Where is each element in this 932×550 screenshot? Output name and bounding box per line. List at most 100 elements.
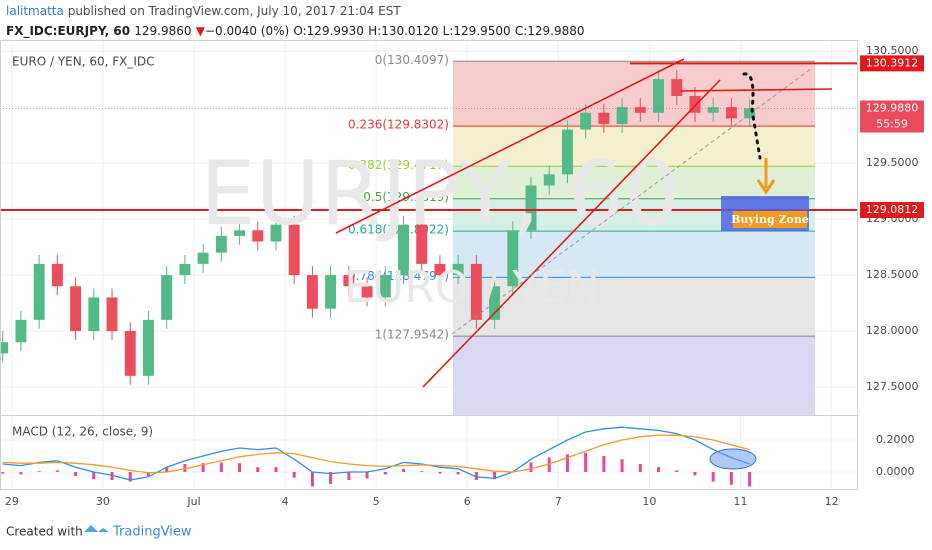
candle-body bbox=[561, 129, 573, 175]
macd-histogram bbox=[128, 472, 132, 482]
y-tick-label: 128.0000 bbox=[866, 324, 919, 337]
macd-histogram bbox=[529, 462, 533, 472]
macd-histogram bbox=[92, 472, 96, 480]
macd-legend: MACD (12, 26, close, 9) bbox=[12, 425, 153, 439]
fib-band bbox=[453, 61, 815, 127]
candle-body bbox=[598, 112, 610, 124]
fib-label: 0.382(129.4717) bbox=[348, 158, 449, 172]
candle-body bbox=[398, 224, 409, 276]
arrow bbox=[756, 158, 776, 195]
x-tick-label: 10 bbox=[642, 495, 656, 508]
x-tick-label: 12 bbox=[825, 495, 839, 508]
macd-signal-line bbox=[2, 434, 750, 474]
macd-histogram bbox=[165, 467, 169, 472]
buying-zone-label-bg bbox=[733, 211, 807, 228]
macd-histogram bbox=[238, 463, 242, 472]
x-tick-label: 30 bbox=[96, 495, 110, 508]
candle-body bbox=[361, 286, 373, 298]
candle-body bbox=[161, 275, 173, 320]
candle-body bbox=[343, 275, 355, 287]
close: C:129.9880 bbox=[515, 24, 585, 38]
candle-body bbox=[507, 230, 519, 287]
candle-body bbox=[179, 263, 191, 276]
candle-body bbox=[234, 230, 246, 236]
macd-histogram bbox=[256, 467, 260, 472]
macd-histogram bbox=[620, 459, 624, 472]
price-label-bg bbox=[860, 55, 924, 72]
price-label: 130.3912 bbox=[866, 56, 919, 69]
arrow: ▼ bbox=[196, 24, 206, 38]
buying-zone-label: Buying Zone bbox=[731, 213, 809, 226]
x-tick-label: 4 bbox=[282, 495, 289, 508]
candle-body bbox=[689, 95, 701, 113]
y-tick-label: 128.5000 bbox=[866, 268, 919, 281]
macd-histogram bbox=[347, 472, 351, 480]
x-tick-label: 7 bbox=[555, 495, 562, 508]
fib-label: 0.236(129.8302) bbox=[348, 118, 449, 132]
macd-histogram bbox=[329, 472, 333, 484]
macd-histogram bbox=[110, 472, 114, 480]
change: −0.0040 (0%) bbox=[205, 24, 289, 38]
candle-body bbox=[106, 297, 118, 332]
last-price-bg bbox=[860, 100, 924, 133]
candle-body bbox=[452, 263, 464, 276]
macd-histogram bbox=[675, 470, 679, 472]
macd-histogram bbox=[274, 467, 278, 472]
macd-histogram bbox=[438, 472, 442, 474]
macd-histogram bbox=[292, 472, 296, 478]
candle-body bbox=[616, 107, 628, 124]
candle-body bbox=[580, 112, 592, 130]
footer-created: Created with bbox=[6, 525, 83, 539]
trend-line bbox=[335, 58, 685, 234]
plot: 0(130.4097) 0.236(129.8302) 0.382(129.4717… bbox=[0, 40, 858, 490]
candle-body bbox=[252, 230, 264, 242]
macd-histogram bbox=[146, 472, 150, 476]
macd-histogram bbox=[711, 472, 715, 482]
fib-band bbox=[453, 166, 815, 199]
logo bbox=[84, 525, 109, 532]
macd-histogram bbox=[474, 472, 478, 480]
macd-histogram bbox=[729, 472, 733, 485]
macd-histogram bbox=[183, 464, 187, 472]
macd-histogram bbox=[383, 472, 387, 475]
low: L:129.9500 bbox=[443, 24, 511, 38]
y-tick-label: 0.0000 bbox=[876, 465, 915, 478]
fib-label: 0.786(128.4797) bbox=[348, 269, 449, 283]
x-tick-label: 11 bbox=[734, 495, 748, 508]
highlight bbox=[709, 448, 757, 470]
publisher[interactable]: lalitmatta bbox=[6, 4, 64, 18]
candle-body bbox=[525, 185, 537, 231]
last-price-label: 129.9880 bbox=[866, 102, 919, 115]
price-label: 129.0812 bbox=[866, 203, 919, 216]
macd-histogram bbox=[657, 467, 661, 472]
candle-body bbox=[306, 275, 318, 309]
footer-brand[interactable]: TradingView bbox=[112, 525, 192, 540]
header-line-1: lalitmatta published on TradingView.com,… bbox=[6, 4, 401, 18]
candle-body bbox=[15, 319, 27, 343]
price: 129.9860 bbox=[134, 24, 191, 38]
candle-body bbox=[434, 263, 446, 276]
resistance-line bbox=[679, 88, 833, 92]
candle-body bbox=[470, 263, 482, 320]
macd-histogram bbox=[74, 472, 78, 476]
y-tick-label: 129.5000 bbox=[866, 156, 919, 169]
macd-histogram bbox=[201, 463, 205, 472]
macd-histogram bbox=[365, 472, 369, 479]
candle-body bbox=[543, 174, 555, 186]
macd-histogram bbox=[219, 462, 223, 472]
macd-histogram bbox=[693, 472, 697, 476]
candle-body bbox=[270, 224, 282, 242]
macd-histogram bbox=[19, 472, 23, 475]
macd-histogram bbox=[493, 472, 497, 480]
macd-histogram bbox=[55, 470, 59, 472]
candle-body bbox=[288, 224, 300, 276]
trend-line bbox=[422, 79, 721, 388]
countdown: 55:59 bbox=[876, 118, 908, 131]
macd-histogram bbox=[1, 472, 5, 474]
y-tick-label: 127.5000 bbox=[866, 380, 919, 393]
projection bbox=[742, 72, 762, 160]
candle-body bbox=[653, 79, 664, 113]
candle-body bbox=[215, 235, 227, 253]
y-tick-label: 0.2000 bbox=[876, 433, 915, 446]
